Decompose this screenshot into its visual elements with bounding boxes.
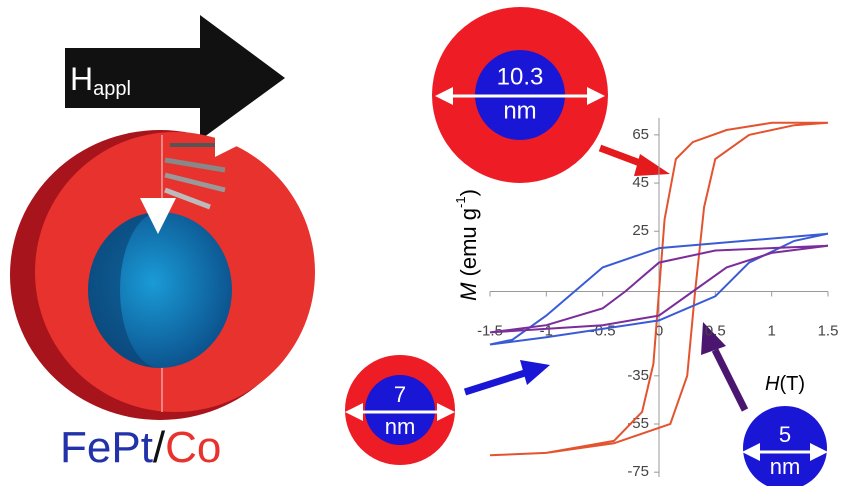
y-tick-label: -35 — [627, 367, 649, 384]
y-axis-label: M (emu g-1) — [453, 189, 480, 301]
x-axis-label: H(T) — [765, 373, 805, 395]
pointer-head — [520, 360, 550, 385]
pointer — [715, 350, 745, 410]
page: Happl FePt/Co 10.3 nm 7 nm 5 nm M (emu g… — [0, 0, 846, 491]
pointer-head — [634, 154, 670, 176]
material-label: FePt/Co — [60, 423, 221, 472]
size-label: 7 — [394, 382, 406, 407]
pointer — [465, 372, 528, 392]
size-label: 5 — [779, 422, 791, 447]
y-tick-label: 45 — [632, 174, 649, 191]
size-unit: nm — [385, 414, 416, 439]
x-tick-label: 1.5 — [818, 322, 839, 339]
size-label: 10.3 — [497, 63, 544, 90]
x-tick-label: 0.5 — [705, 322, 726, 339]
size-unit: nm — [770, 454, 801, 479]
size-unit: nm — [503, 97, 536, 124]
y-tick-label: -75 — [627, 463, 649, 480]
figure: Happl FePt/Co 10.3 nm 7 nm 5 nm M (emu g… — [0, 0, 846, 486]
y-tick-label: 65 — [632, 126, 649, 143]
x-tick-label: 1 — [767, 322, 775, 339]
y-tick-label: 25 — [632, 222, 649, 239]
